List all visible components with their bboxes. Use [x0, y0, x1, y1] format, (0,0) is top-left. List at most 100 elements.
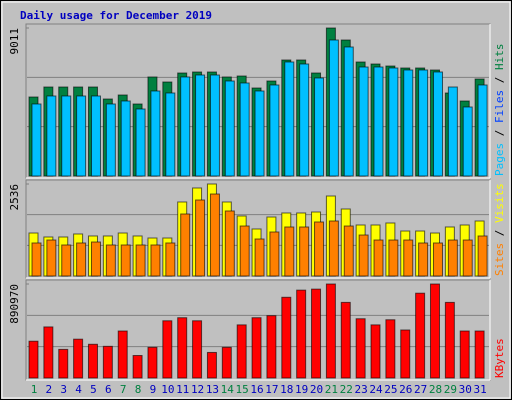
x-tick-label: 21: [325, 383, 338, 396]
bar: [31, 242, 42, 277]
bar: [343, 225, 354, 277]
bar: [239, 82, 250, 177]
bar: [400, 329, 411, 379]
bar: [46, 239, 57, 277]
bar: [284, 226, 295, 277]
chart-title: Daily usage for December 2019: [20, 9, 212, 22]
bar: [87, 343, 98, 379]
legend-entry: Pages: [493, 143, 506, 176]
bar: [415, 292, 426, 379]
y-tick-label: 890970: [8, 284, 21, 324]
bar: [281, 296, 292, 379]
bar: [135, 244, 146, 277]
x-tick-label: 7: [120, 383, 127, 396]
x-tick-label: 14: [221, 383, 235, 396]
x-tick-label: 3: [60, 383, 67, 396]
x-tick-label: 4: [75, 383, 82, 396]
bar: [269, 84, 280, 177]
bar: [224, 80, 235, 177]
bar: [385, 319, 396, 379]
x-tick-label: 28: [429, 383, 442, 396]
x-tick-label: 29: [444, 383, 457, 396]
bar: [162, 320, 173, 379]
x-tick-label: 25: [384, 383, 397, 396]
legend: Sites / Visits: [493, 183, 506, 276]
bar: [429, 283, 440, 379]
bar: [150, 90, 161, 177]
bar: [251, 317, 262, 379]
x-tick-label: 13: [206, 383, 219, 396]
x-tick-label: 15: [236, 383, 249, 396]
bar: [462, 106, 473, 177]
bar: [90, 241, 101, 277]
bar: [432, 242, 443, 277]
bar: [432, 71, 443, 177]
x-tick-label: 1: [31, 383, 38, 396]
x-tick-label: 23: [355, 383, 368, 396]
bar: [206, 351, 217, 379]
bar: [117, 330, 128, 379]
x-tick-label: 11: [176, 383, 189, 396]
x-tick-label: 27: [414, 383, 427, 396]
y-tick-label: 9011: [8, 28, 21, 55]
x-tick-label: 2: [46, 383, 53, 396]
bar: [224, 210, 235, 277]
x-tick-label: 31: [473, 383, 486, 396]
x-tick-label: 30: [459, 383, 472, 396]
bar: [209, 74, 220, 177]
bar: [355, 318, 366, 379]
x-tick-label: 24: [369, 383, 383, 396]
bar: [373, 239, 384, 277]
bar: [403, 69, 414, 177]
legend-separator: /: [493, 223, 506, 243]
legend-separator: /: [493, 70, 506, 90]
legend-separator: /: [493, 123, 506, 143]
bar: [477, 84, 488, 177]
bar: [147, 346, 158, 379]
bar: [61, 244, 72, 277]
bar: [358, 234, 369, 277]
legend: Pages / Files / Hits: [493, 44, 506, 177]
bar: [340, 301, 351, 379]
bar: [135, 108, 146, 177]
bar: [299, 226, 310, 277]
x-tick-label: 8: [135, 383, 142, 396]
bar: [299, 63, 310, 177]
bar: [418, 242, 429, 277]
bar: [192, 320, 203, 379]
bar: [269, 231, 280, 277]
bar: [343, 46, 354, 177]
bar: [311, 288, 322, 379]
bar: [266, 315, 277, 379]
x-tick-label: 9: [150, 383, 157, 396]
legend-entry: Hits: [493, 44, 506, 71]
bar: [447, 86, 458, 177]
bar: [388, 67, 399, 177]
legend: KBytes: [493, 338, 506, 378]
bar: [177, 317, 188, 379]
x-tick-label: 18: [280, 383, 293, 396]
bar: [418, 69, 429, 177]
x-tick-label: 5: [90, 383, 97, 396]
bar: [296, 289, 307, 379]
x-tick-label: 10: [161, 383, 174, 396]
bar: [474, 330, 485, 379]
x-tick-label: 26: [399, 383, 412, 396]
x-tick-label: 17: [265, 383, 278, 396]
bar: [90, 95, 101, 177]
bar: [180, 213, 191, 277]
bar: [236, 324, 247, 379]
bar: [102, 345, 113, 379]
x-tick-label: 19: [295, 383, 308, 396]
bar: [403, 239, 414, 277]
bar: [462, 239, 473, 277]
bar: [328, 39, 339, 177]
bar: [61, 95, 72, 177]
legend-entry: Files: [493, 90, 506, 123]
bar: [328, 220, 339, 277]
bar: [221, 346, 232, 379]
bar: [43, 326, 54, 379]
bar: [314, 221, 325, 277]
